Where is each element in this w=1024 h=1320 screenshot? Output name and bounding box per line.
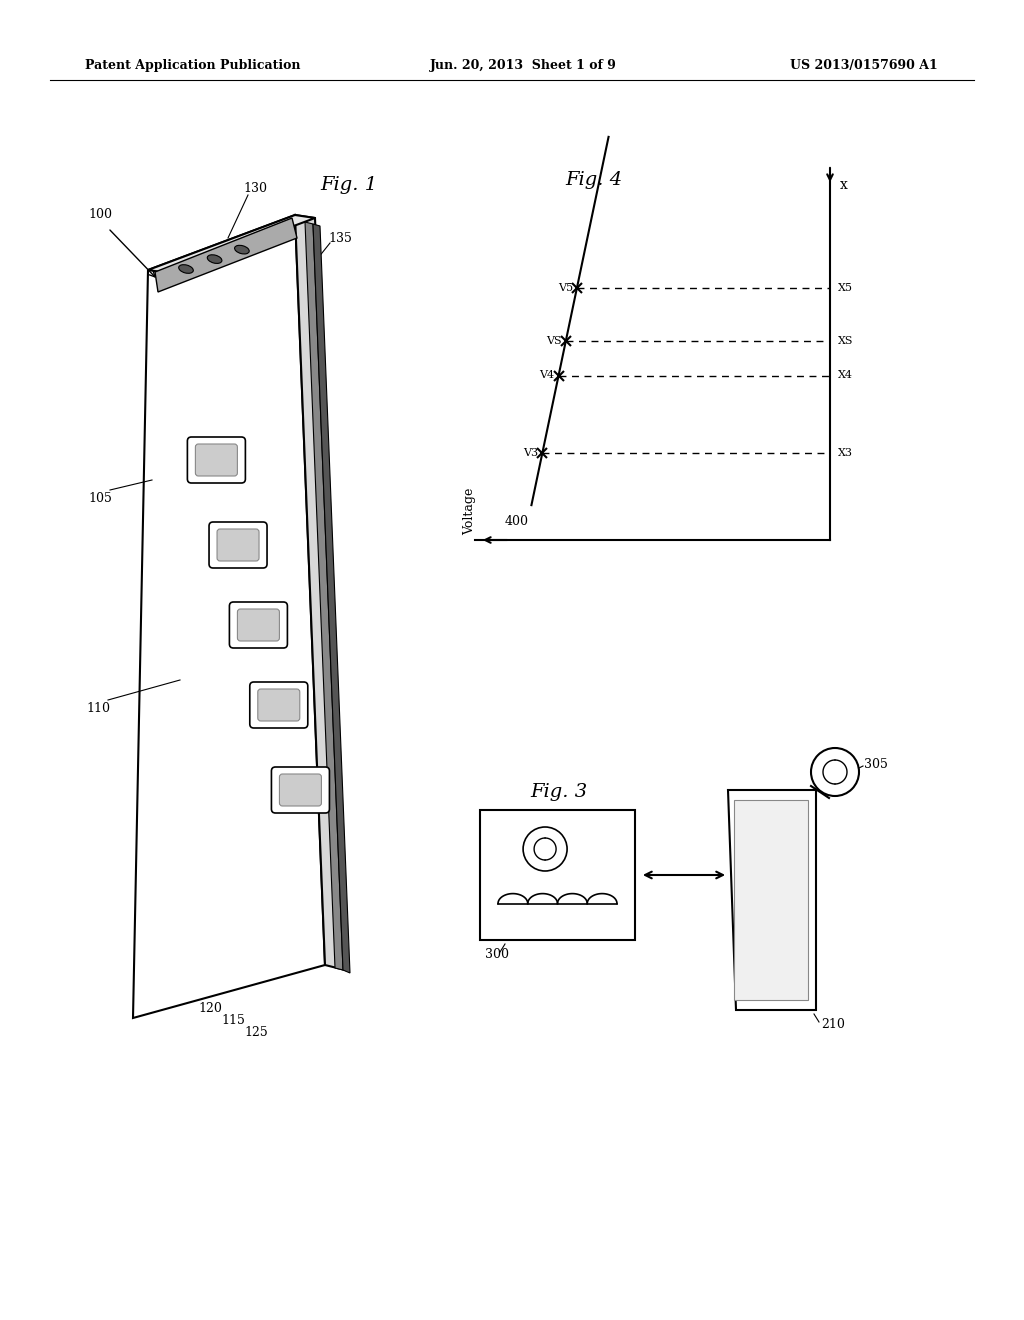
FancyBboxPatch shape [229, 602, 288, 648]
Circle shape [811, 748, 859, 796]
Text: Fig. 4: Fig. 4 [565, 172, 623, 189]
Ellipse shape [207, 255, 222, 264]
Text: V5: V5 [558, 282, 572, 293]
Text: 130: 130 [243, 181, 267, 194]
Text: 100: 100 [88, 209, 112, 222]
Text: XS: XS [838, 335, 853, 346]
Text: Jun. 20, 2013  Sheet 1 of 9: Jun. 20, 2013 Sheet 1 of 9 [430, 58, 616, 71]
Text: V3: V3 [523, 447, 539, 458]
Polygon shape [728, 789, 816, 1010]
Text: 305: 305 [864, 758, 888, 771]
Text: x: x [840, 178, 848, 191]
Text: X3: X3 [838, 447, 853, 458]
Bar [734, 800, 808, 1001]
FancyBboxPatch shape [258, 689, 300, 721]
FancyBboxPatch shape [209, 521, 267, 568]
Text: 400: 400 [505, 515, 529, 528]
Polygon shape [155, 218, 297, 292]
FancyBboxPatch shape [196, 444, 238, 477]
Text: 105: 105 [88, 491, 112, 504]
Text: VS: VS [546, 335, 561, 346]
Text: 125: 125 [244, 1026, 268, 1039]
FancyBboxPatch shape [217, 529, 259, 561]
Text: X4: X4 [838, 371, 853, 380]
FancyBboxPatch shape [187, 437, 246, 483]
Text: Fig. 3: Fig. 3 [530, 783, 587, 801]
Polygon shape [313, 224, 350, 973]
Text: Voltage: Voltage [464, 487, 476, 535]
FancyBboxPatch shape [250, 682, 308, 729]
FancyBboxPatch shape [280, 774, 322, 807]
Text: Patent Application Publication: Patent Application Publication [85, 58, 300, 71]
Polygon shape [295, 215, 345, 970]
Text: 135: 135 [328, 231, 352, 244]
Bar [480, 810, 635, 940]
Text: 210: 210 [821, 1018, 845, 1031]
Polygon shape [133, 215, 325, 1018]
Text: 300: 300 [485, 948, 509, 961]
FancyBboxPatch shape [271, 767, 330, 813]
Polygon shape [305, 222, 343, 970]
Ellipse shape [234, 246, 249, 253]
Text: X5: X5 [838, 282, 853, 293]
Polygon shape [148, 215, 315, 273]
Text: 115: 115 [221, 1014, 245, 1027]
Text: US 2013/0157690 A1: US 2013/0157690 A1 [790, 58, 938, 71]
Text: 120: 120 [198, 1002, 222, 1015]
Ellipse shape [178, 265, 194, 273]
FancyBboxPatch shape [238, 609, 280, 642]
Text: V4: V4 [540, 371, 555, 380]
Text: 110: 110 [86, 701, 110, 714]
Text: Fig. 1: Fig. 1 [319, 176, 377, 194]
